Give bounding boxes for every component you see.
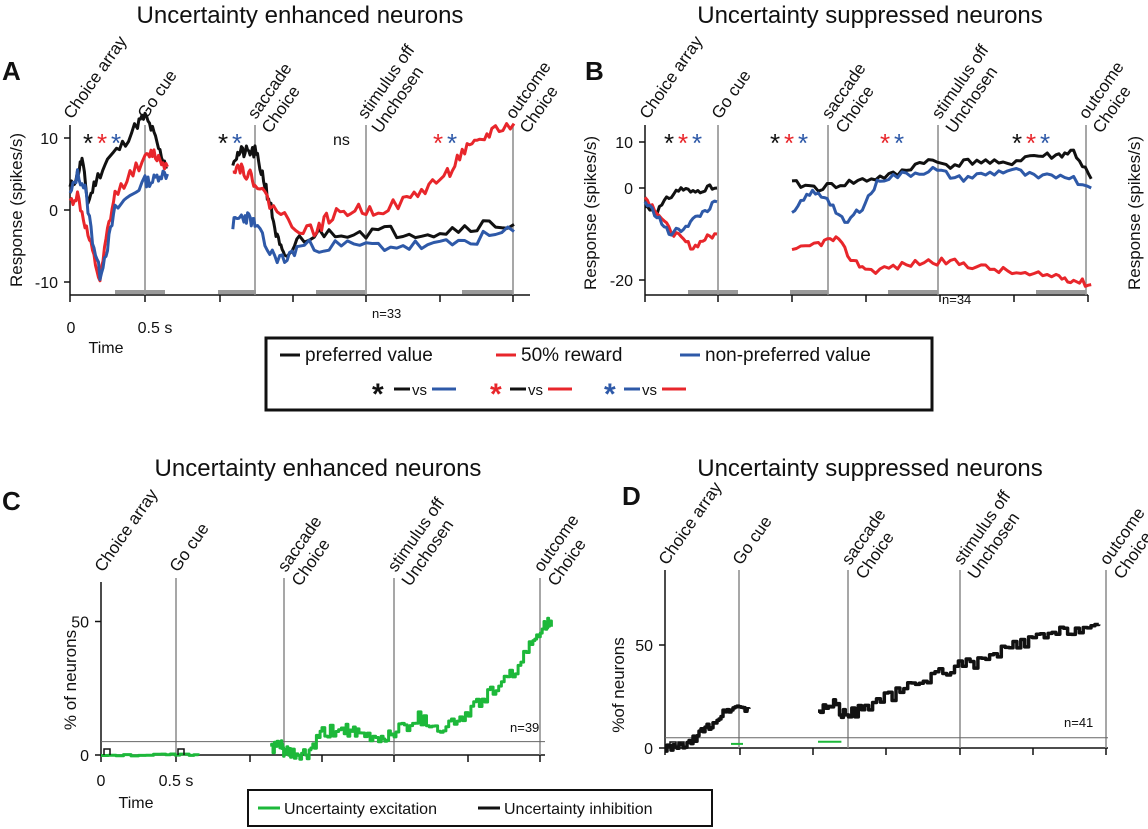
trace-b-seg2 — [791, 148, 1093, 193]
y-tick-label-c: 0 — [80, 748, 89, 765]
event-label-a-go-cue-line0: Go cue — [134, 66, 181, 122]
trace-c-seg2 — [270, 616, 553, 761]
trace-d-seg2 — [818, 622, 1101, 720]
sig-star-b: * — [894, 128, 904, 158]
legend-star-red: * — [490, 378, 502, 411]
time-zero-a: 0 — [67, 320, 76, 337]
legend-label-excitation: Uncertainty excitation — [284, 801, 437, 818]
time-label-a: Time — [89, 340, 124, 357]
trace-a-seg2 — [232, 122, 516, 238]
legend-bottom: Uncertainty excitation Uncertainty inhib… — [247, 789, 713, 827]
legend-top-frame — [264, 336, 934, 412]
title-a: Uncertainty enhanced neurons — [137, 2, 464, 29]
event-label-c-go-cue-line0: Go cue — [166, 519, 213, 575]
trace-b-seg1 — [643, 199, 718, 237]
trace-c-seg1 — [101, 752, 200, 758]
legend-label-inhibition: Uncertainty inhibition — [504, 801, 653, 818]
event-label-d-go-cue-line0: Go cue — [729, 512, 776, 568]
sig-star-b: * — [692, 128, 702, 158]
inhibition-marker-d — [669, 741, 677, 748]
inhibition-marker-c — [103, 748, 111, 755]
sig-star-a: * — [232, 128, 242, 158]
title-b: Uncertainty suppressed neurons — [697, 2, 1043, 29]
y-tick-label-a: -10 — [35, 275, 58, 292]
time-zero-c: 0 — [97, 773, 106, 790]
sig-star-b: * — [678, 128, 688, 158]
sig-star-a: * — [83, 128, 93, 158]
sig-star-a: * — [447, 128, 457, 158]
ylabel-b: Response (spikes/s) — [581, 136, 600, 290]
sig-star-b: * — [1012, 128, 1022, 158]
time-half-c: 0.5 s — [159, 773, 194, 790]
event-label-d-choice-array-line0: Choice array — [655, 478, 726, 568]
trace-a-seg2 — [231, 211, 515, 265]
n-label-c: n=39 — [510, 720, 539, 735]
legend-star-blue: * — [604, 378, 616, 411]
n-label-d: n=41 — [1064, 715, 1093, 730]
legend-top: preferred value 50% reward non-preferred… — [264, 336, 934, 412]
y-tick-label-c: 50 — [71, 615, 89, 632]
time-label-c: Time — [119, 795, 154, 812]
event-label-a-choice-array-line0: Choice array — [60, 32, 131, 122]
sig-star-b: * — [784, 128, 794, 158]
trace-b-seg1 — [643, 196, 718, 251]
ylabel-b-right: Response (spikes/s) — [1125, 136, 1144, 290]
y-tick-label-b: -20 — [610, 273, 633, 290]
y-tick-label-b: 0 — [624, 181, 633, 198]
ylabel-a: Response (spikes/s) — [7, 133, 26, 287]
sig-star-b: * — [880, 128, 890, 158]
sig-star-a: * — [111, 128, 121, 158]
sig-star-a: * — [218, 128, 228, 158]
y-tick-label-d: 0 — [644, 741, 653, 758]
panel-letter-c: C — [2, 486, 21, 516]
n-label-a: n=33 — [372, 306, 401, 321]
trace-a-seg1 — [68, 111, 168, 205]
time-half-a: 0.5 s — [138, 320, 173, 337]
trace-a-seg1 — [68, 168, 169, 281]
legend-vs-3: vs — [642, 382, 657, 399]
y-tick-label-a: 10 — [40, 131, 58, 148]
legend-label-nonpreferred: non-preferred value — [705, 345, 871, 366]
y-tick-label-a: 0 — [49, 203, 58, 220]
trace-a-seg2 — [231, 144, 515, 258]
inhibition-marker-d — [677, 741, 685, 748]
legend-star-black: * — [372, 378, 384, 411]
y-tick-label-d: 50 — [635, 638, 653, 655]
legend-label-reward50: 50% reward — [521, 345, 622, 366]
sig-star-b: * — [664, 128, 674, 158]
ns-label-a: ns — [333, 132, 350, 149]
ylabel-d: %of neurons — [609, 637, 628, 732]
inhibition-marker-c — [177, 748, 185, 755]
legend-vs-2: vs — [528, 382, 543, 399]
event-label-b-go-cue-line0: Go cue — [708, 66, 755, 122]
trace-b-seg2 — [791, 235, 1092, 288]
panel-letter-d: D — [622, 481, 641, 511]
panel-letter-b: B — [585, 56, 604, 86]
sig-star-a: * — [433, 128, 443, 158]
sig-star-b: * — [798, 128, 808, 158]
ylabel-c: % of neurons — [61, 630, 80, 730]
trace-a-seg1 — [68, 148, 169, 283]
y-tick-label-b: 10 — [615, 135, 633, 152]
trace-d-seg1 — [665, 704, 751, 753]
event-label-b-choice-array-line0: Choice array — [636, 32, 707, 122]
title-d: Uncertainty suppressed neurons — [697, 455, 1043, 482]
legend-label-preferred: preferred value — [305, 345, 433, 366]
sig-star-b: * — [1026, 128, 1036, 158]
event-label-c-choice-array-line0: Choice array — [91, 485, 162, 575]
panel-letter-a: A — [2, 56, 21, 86]
sig-star-b: * — [1040, 128, 1050, 158]
trace-b-seg2 — [791, 165, 1092, 224]
title-c: Uncertainty enhanced neurons — [155, 455, 482, 482]
legend-vs-1: vs — [412, 382, 427, 399]
sig-star-b: * — [770, 128, 780, 158]
sig-star-a: * — [97, 128, 107, 158]
